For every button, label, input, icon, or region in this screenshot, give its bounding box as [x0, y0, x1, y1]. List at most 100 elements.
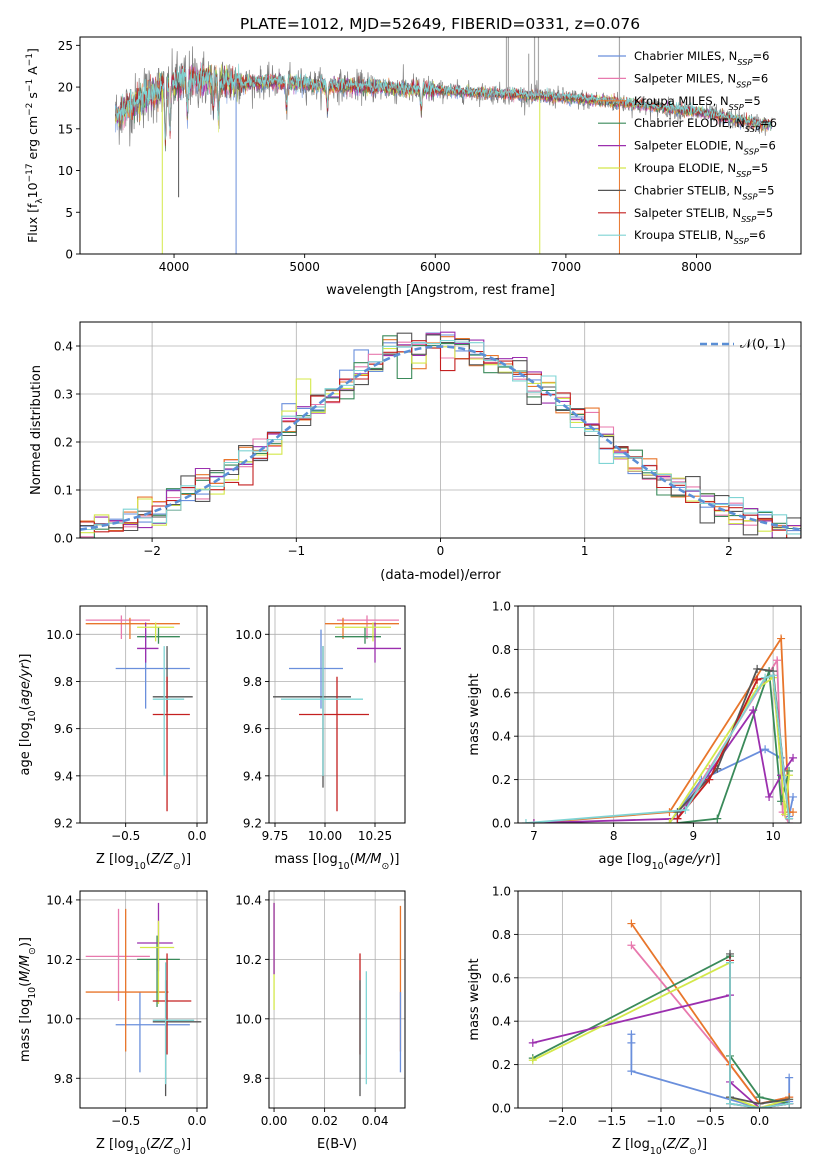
- label-part: Flux [f: [25, 203, 40, 243]
- label-part: Salpeter MILES, N: [634, 71, 736, 85]
- weight-point-marker: [726, 1099, 735, 1108]
- y-tick-label: 1.0: [492, 885, 511, 899]
- x-tick-label: −0.5: [111, 829, 140, 843]
- x-tick-label: 9.75: [262, 829, 289, 843]
- x-tick-label: 0.04: [362, 1114, 389, 1128]
- y-tick-label: 0.0: [54, 532, 73, 546]
- y-tick-label: 9.2: [243, 817, 262, 831]
- label-part: ⊙: [173, 861, 181, 872]
- y-tick-label: 10.0: [235, 628, 262, 642]
- y-tick-label: 0.2: [492, 1058, 511, 1072]
- label-part: (: [350, 852, 355, 867]
- label-part: age [log: [18, 722, 33, 775]
- label-part: −2: [25, 103, 35, 116]
- y-tick-label: 0: [65, 248, 73, 262]
- x-tick-label: 7000: [551, 260, 582, 274]
- y-tick-label: 0.0: [492, 817, 511, 831]
- y-tick-label: 9.8: [54, 675, 73, 689]
- panel-residuals: −2 −1 0 1 2 0.0 0.1 0.2 0.3 0.4 (data-model)/error…: [29, 321, 802, 583]
- label-part: SSP: [744, 147, 759, 157]
- weight-point-marker: [773, 656, 782, 665]
- panel-spectrum: 4000 5000 6000 7000 8000 0 5 10 15 20 25 wavelength…: [25, 36, 802, 298]
- y-tick-label: 0.8: [492, 643, 511, 657]
- label-part: Z [log: [612, 1137, 650, 1152]
- legend-label: Chabrier ELODIE, NSSP=6: [634, 116, 777, 134]
- x-tick-label: 0.02: [311, 1114, 338, 1128]
- weight-point-marker: [753, 675, 762, 684]
- panel-age_vs_mass: 9.75 10.00 10.25 9.2 9.4 9.6 9.8 10.0 mass [log1…: [235, 605, 406, 872]
- y-tick-label: 0.1: [54, 484, 73, 498]
- label-part: )]: [710, 852, 720, 867]
- weight-point-marker: [528, 1038, 537, 1047]
- x-tick-label: 7: [530, 829, 538, 843]
- y-axis-label: Normed distribution: [29, 365, 44, 495]
- y-tick-label: 25: [58, 39, 73, 53]
- x-tick-label: 5000: [289, 260, 320, 274]
- y-tick-label: 9.8: [243, 1072, 262, 1086]
- label-part: 10: [27, 987, 38, 999]
- y-tick-label: 10.4: [46, 893, 73, 907]
- x-tick-label: 10: [765, 829, 780, 843]
- label-part: ⊙: [381, 861, 389, 872]
- weight-point-marker: [761, 745, 770, 754]
- y-tick-label: 0.8: [492, 928, 511, 942]
- y-tick-label: 0.4: [492, 730, 511, 744]
- axes-frame: [517, 890, 802, 1109]
- legend-label: Chabrier STELIB, NSSP=5: [634, 183, 774, 201]
- age_vs_mass-plot-area: [273, 615, 401, 812]
- x-axis-label: Z [log10(Z/Z⊙)]: [96, 852, 191, 872]
- label-part: Z [log: [96, 1137, 134, 1152]
- x-tick-label: 0.00: [261, 1114, 288, 1128]
- label-part: )]: [18, 653, 33, 663]
- y-tick-label: 9.6: [54, 722, 73, 736]
- label-part: age/yr: [18, 662, 33, 705]
- weight-point-marker: [627, 919, 636, 928]
- spectrum-plot-area: [114, 37, 773, 254]
- y-tick-label: 10.2: [46, 953, 73, 967]
- y-tick-label: 15: [58, 122, 73, 136]
- label-part: SSP: [745, 124, 760, 134]
- label-part: ]: [25, 48, 40, 53]
- label-part: Kroupa ELODIE, N: [634, 161, 736, 175]
- y-axis-label: mass weight: [467, 958, 482, 1040]
- weight-point-marker: [785, 771, 794, 780]
- label-part: 10: [134, 861, 146, 872]
- weight_vs_Z-plot-area: [528, 919, 794, 1108]
- weight-point-marker: [755, 1104, 764, 1108]
- x-tick-label: 8000: [681, 260, 712, 274]
- label-part: Z/Z: [666, 1137, 690, 1152]
- label-part: Z/Z: [150, 852, 174, 867]
- label-part: =5: [751, 161, 768, 175]
- label-part: Kroupa STELIB, N: [634, 228, 734, 242]
- x-axis-label: wavelength [Angstrom, rest frame]: [326, 283, 555, 298]
- panel-mass_vs_EBV: 0.00 0.02 0.04 9.8 10.0 10.2 10.4 E(B-V): [235, 890, 406, 1152]
- label-part: )]: [697, 1137, 707, 1152]
- label-part: 10: [650, 1146, 662, 1157]
- axes-frame: [79, 36, 802, 255]
- axes-frame: [268, 605, 406, 824]
- weight-point-marker: [528, 1056, 537, 1065]
- axes-frame: [79, 890, 208, 1109]
- model-spectrum-line: [115, 62, 773, 141]
- label-part: Salpeter STELIB, N: [634, 206, 741, 220]
- label-part: 10: [27, 710, 38, 722]
- weight-point-marker: [785, 1073, 794, 1082]
- legend-label: Salpeter MILES, NSSP=6: [634, 71, 768, 89]
- label-part: =5: [757, 183, 774, 197]
- y-tick-label: 0.4: [54, 340, 73, 354]
- axes-frame: [79, 605, 208, 824]
- age_vs_Z-plot-area: [85, 615, 193, 812]
- label-part: Chabrier MILES, N: [634, 49, 737, 63]
- x-tick-label: −1.5: [597, 1114, 626, 1128]
- label-part: −17: [25, 163, 35, 182]
- weight-point-marker: [673, 814, 682, 823]
- axes-frame: [268, 890, 406, 1109]
- weight-point-marker: [789, 753, 798, 762]
- label-part: λ: [35, 198, 45, 204]
- x-tick-label: 0.0: [750, 1114, 769, 1128]
- label-part: SSP: [736, 169, 751, 179]
- weight-point-marker: [789, 792, 798, 801]
- x-axis-label: Z [log10(Z/Z⊙)]: [612, 1137, 707, 1157]
- label-part: M/M: [355, 852, 382, 867]
- weight-series-line: [729, 962, 790, 1108]
